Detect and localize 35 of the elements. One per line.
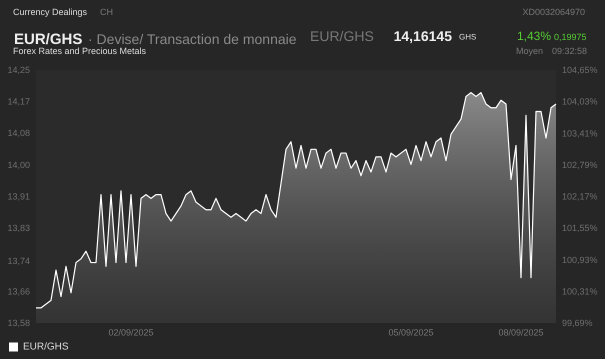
text: EUR/GHS [310, 28, 374, 44]
text: XD0032064970 [522, 7, 585, 17]
text: Forex Rates and Precious Metals [13, 46, 147, 56]
y-tick-label: 13,74 [7, 256, 30, 266]
y-tick-label: 14,00 [7, 160, 30, 170]
y2-tick-label: 99,69% [562, 318, 593, 328]
text: 14,16145 [394, 28, 452, 44]
y-tick-label: 14,25 [7, 65, 30, 75]
text: GHS [459, 32, 476, 42]
text: 1,43% [517, 29, 552, 43]
y-tick-label: 13,58 [7, 318, 30, 328]
y-tick-label: 14,08 [7, 128, 30, 138]
text: Currency Dealings [13, 7, 88, 17]
y-tick-label: 13,91 [7, 192, 30, 202]
chart-title: EUR/GHS [14, 31, 82, 48]
x-tick-label: 08/09/2025 [498, 328, 544, 338]
y2-tick-label: 102,79% [562, 160, 598, 170]
y2-tick-label: 104,65% [562, 65, 598, 75]
y-tick-label: 13,66 [7, 286, 30, 296]
x-tick-label: 05/09/2025 [388, 328, 434, 338]
legend-label: EUR/GHS [23, 342, 69, 352]
x-tick-label: 02/09/2025 [108, 328, 154, 338]
y2-tick-label: 101,55% [562, 223, 598, 234]
text: 09:32:58 [552, 46, 588, 56]
text: 0,19975 [554, 32, 587, 42]
y2-tick-label: 103,41% [562, 128, 598, 138]
text: Moyen [516, 46, 544, 56]
y2-tick-label: 100,93% [562, 254, 598, 265]
y2-tick-label: 102,17% [562, 192, 598, 202]
y2-tick-label: 104,03% [562, 96, 598, 107]
y-tick-label: 13,83 [7, 223, 30, 234]
y-tick-label: 14,17 [7, 96, 30, 107]
y2-tick-label: 100,31% [562, 286, 598, 296]
text: CH [100, 7, 113, 17]
chart-subtitle: · Devise/ Transaction de monnaie [88, 31, 297, 47]
